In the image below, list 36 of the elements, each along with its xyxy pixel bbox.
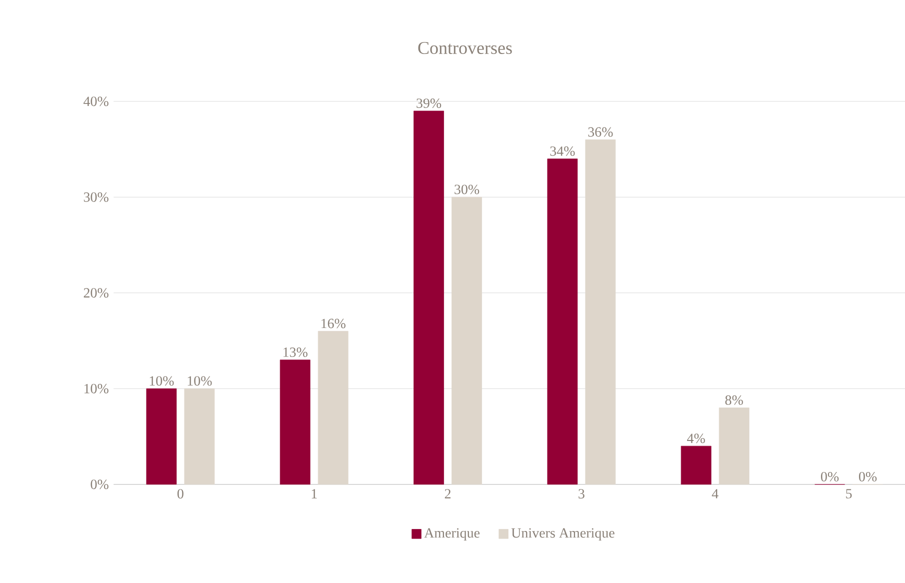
x-tick-label: 1 <box>312 489 317 498</box>
bar <box>414 110 444 485</box>
data-label: 8% <box>725 395 743 405</box>
data-label: 39% <box>416 98 442 108</box>
x-tick-label: 2 <box>444 489 451 498</box>
data-label: 0% <box>820 472 839 482</box>
bar <box>718 408 750 485</box>
bar <box>318 330 348 485</box>
bar <box>452 196 482 485</box>
bar <box>680 446 712 485</box>
data-label: 36% <box>588 127 613 137</box>
data-label: 0% <box>858 472 877 482</box>
data-label: 10% <box>188 376 212 386</box>
y-tick-label: 10% <box>84 384 108 394</box>
legend-label: Univers Amerique <box>511 528 614 541</box>
data-label: 16% <box>322 318 346 328</box>
x-tick-label: 4 <box>712 489 718 498</box>
data-label: 10% <box>150 376 174 386</box>
y-tick-label: 0% <box>90 480 108 490</box>
y-tick-label: 30% <box>84 192 108 202</box>
x-tick-label: 5 <box>846 489 852 498</box>
x-tick-label: 0 <box>177 489 184 499</box>
bar <box>146 388 177 485</box>
data-label: 4% <box>687 434 705 444</box>
data-label: 34% <box>550 146 575 156</box>
legend-label: Amerique <box>424 528 480 541</box>
data-label: 30% <box>454 184 480 194</box>
bar <box>184 388 215 485</box>
chart-title: Controverses <box>418 42 512 54</box>
y-tick-label: 20% <box>84 288 108 298</box>
bar <box>547 158 578 485</box>
bar <box>585 139 616 485</box>
x-tick-label: 3 <box>578 489 584 499</box>
data-label: 13% <box>284 347 308 357</box>
bar <box>280 360 310 485</box>
y-tick-label: 40% <box>84 96 108 106</box>
